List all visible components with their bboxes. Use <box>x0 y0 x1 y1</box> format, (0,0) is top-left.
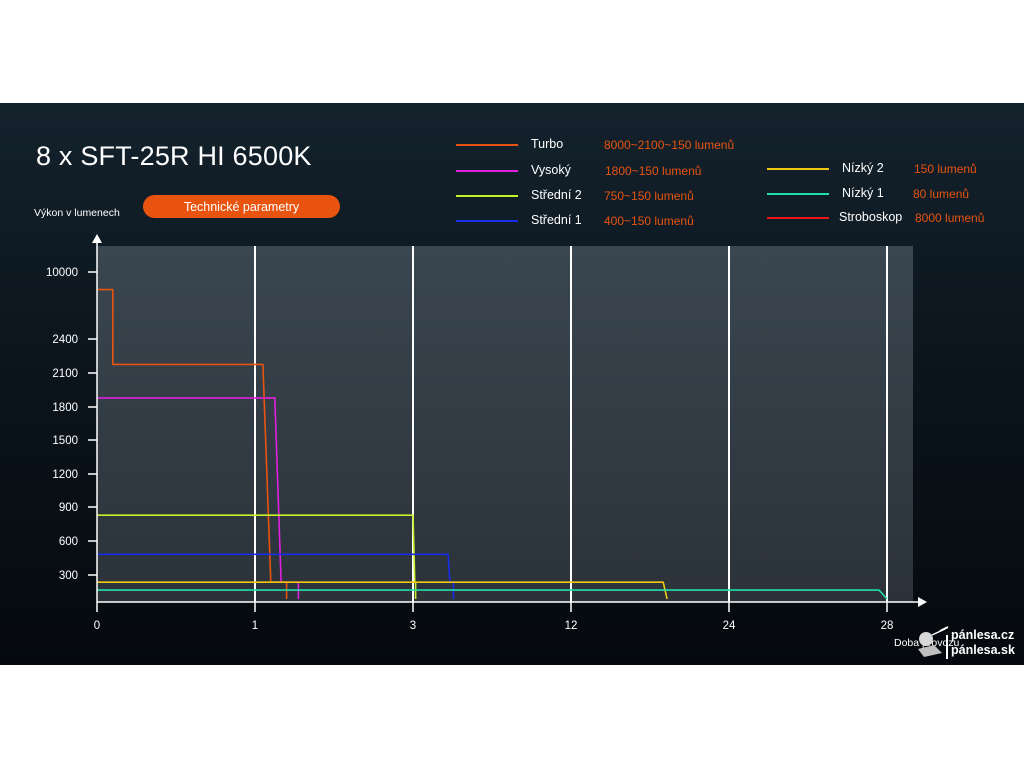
watermark-cz: pánlesa.cz <box>951 628 1015 642</box>
y-axis-arrow-icon <box>92 234 102 243</box>
legend-label: Vysoký <box>531 163 571 177</box>
y-tick-labels: 10000 2400 2100 1800 1500 1200 900 600 300 <box>46 267 97 582</box>
legend-value: 8000 lumenů <box>915 211 985 225</box>
legend-label: Nízký 2 <box>842 161 884 175</box>
legend-value: 150 lumenů <box>914 162 977 176</box>
y-tick-label: 1200 <box>52 469 78 481</box>
y-tick-label: 1800 <box>52 402 78 414</box>
y-tick-label: 2100 <box>52 368 78 380</box>
y-tick-label: 600 <box>59 536 78 548</box>
plot-area <box>97 246 913 602</box>
chart-title: 8 x SFT-25R HI 6500K <box>36 141 312 171</box>
legend-label: Turbo <box>531 137 564 151</box>
x-tick-label: 28 <box>881 620 894 632</box>
technical-parameters-button[interactable]: Technické parametry <box>143 195 340 218</box>
x-tick-labels: 0 1 3 12 24 28 <box>94 602 894 632</box>
chart-panel: 8 x SFT-25R HI 6500K Výkon v lumenech Te… <box>0 103 1024 665</box>
y-tick-label: 10000 <box>46 267 78 279</box>
y-tick-label: 900 <box>59 502 78 514</box>
series-layer <box>97 288 888 600</box>
pan-lesa-logo-icon <box>918 626 949 659</box>
legend-swatch <box>767 168 829 170</box>
y-axis-label: Výkon v lumenech <box>34 207 120 219</box>
watermark-sk: pánlesa.sk <box>951 643 1015 657</box>
legend-value: 750~150 lumenů <box>604 189 694 203</box>
gridlines <box>254 246 888 602</box>
legend-swatch <box>456 220 518 222</box>
legend-label: Střední 1 <box>531 213 582 227</box>
series-line-n-zk-1 <box>97 589 888 600</box>
legend-value: 1800~150 lumenů <box>605 164 702 178</box>
x-tick-label: 12 <box>565 620 578 632</box>
legend-swatch <box>767 217 829 219</box>
y-tick-label: 2400 <box>52 334 78 346</box>
y-tick-label: 300 <box>59 570 78 582</box>
x-tick-label: 3 <box>410 620 416 632</box>
legend-swatch <box>456 170 518 172</box>
legend-swatch <box>456 144 518 146</box>
line-chart: 0 1 3 12 24 28 10000 2400 2100 1800 1500 1200 900 60… <box>46 234 927 632</box>
x-tick-label: 0 <box>94 620 100 632</box>
legend-label: Střední 2 <box>531 188 582 202</box>
y-tick-label: 1500 <box>52 435 78 447</box>
series-line-n-zk-2 <box>97 581 668 600</box>
x-tick-label: 24 <box>723 620 736 632</box>
legend-label: Stroboskop <box>839 210 903 224</box>
legend-value: 400~150 lumenů <box>604 214 694 228</box>
legend-value: 80 lumenů <box>913 187 970 201</box>
x-axis-arrow-icon <box>918 597 927 607</box>
legend-swatch <box>456 195 518 197</box>
legend-swatch <box>767 193 829 195</box>
x-tick-label: 1 <box>252 620 258 632</box>
legend-value: 8000~2100~150 lumenů <box>604 138 735 152</box>
legend-label: Nízký 1 <box>842 186 884 200</box>
